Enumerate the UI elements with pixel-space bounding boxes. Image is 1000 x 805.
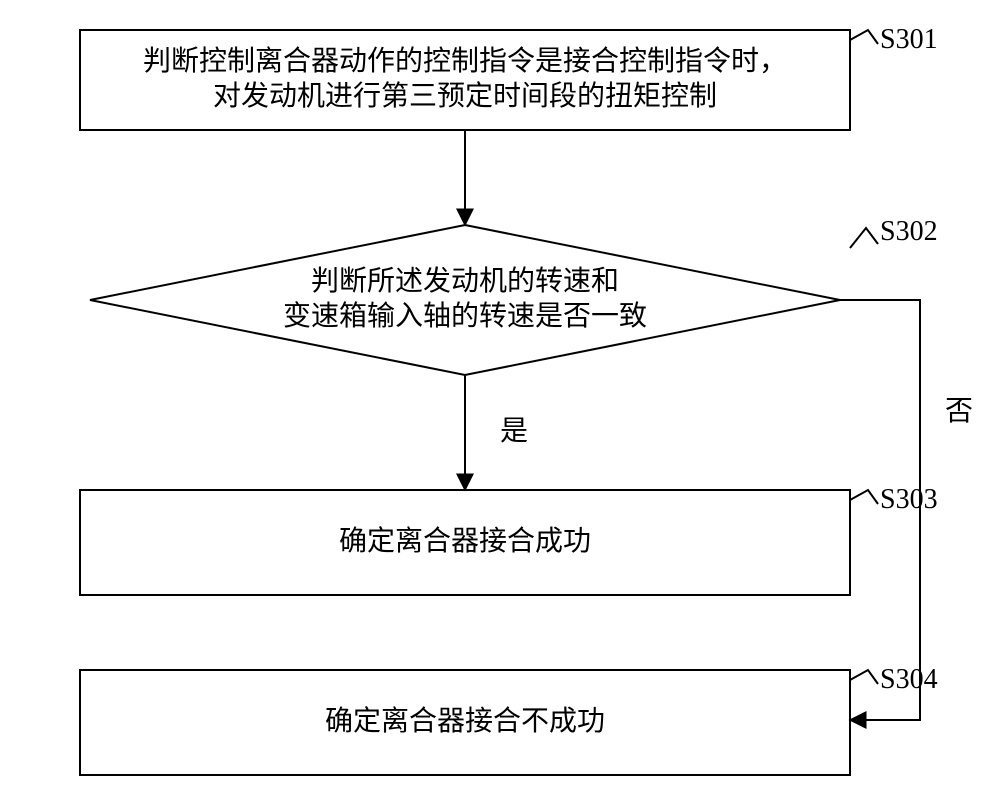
process-text-s301: 判断控制离合器动作的控制指令是接合控制指令时， — [143, 45, 787, 77]
decision-text-s302: 判断所述发动机的转速和 — [311, 265, 619, 297]
process-s301 — [80, 30, 850, 130]
decision-text-s302: 变速箱输入轴的转速是否一致 — [283, 300, 647, 332]
step-connector-s304 — [850, 670, 878, 684]
step-label-s302: S302 — [880, 216, 938, 247]
edge-label-2: 否 — [945, 396, 973, 427]
process-text-s304: 确定离合器接合不成功 — [325, 705, 605, 737]
process-text-s303: 确定离合器接合成功 — [339, 525, 591, 557]
step-label-s304: S304 — [880, 664, 938, 695]
edge-label-1: 是 — [500, 416, 528, 447]
step-connector-s302 — [850, 228, 878, 248]
step-connector-s301 — [850, 30, 878, 44]
decision-s302 — [90, 225, 840, 375]
step-label-s301: S301 — [880, 24, 938, 55]
step-connector-s303 — [850, 490, 878, 504]
step-label-s303: S303 — [880, 484, 938, 515]
process-text-s301: 对发动机进行第三预定时间段的扭矩控制 — [213, 80, 717, 112]
